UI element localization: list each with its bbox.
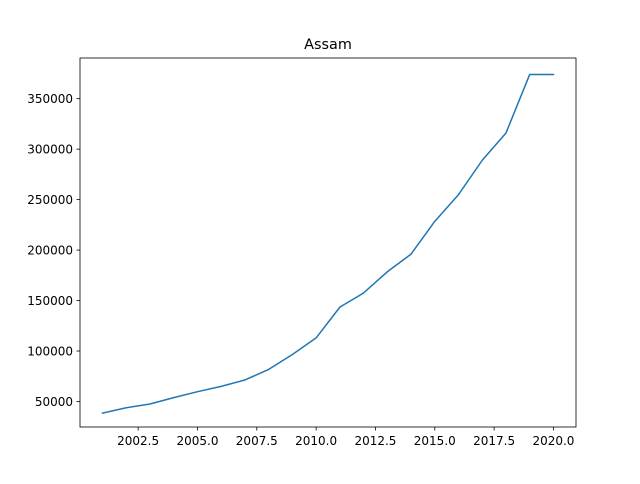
chart-title: Assam <box>304 37 352 53</box>
x-tick-label: 2017.5 <box>473 434 515 448</box>
y-tick-label: 50000 <box>35 395 73 409</box>
plot-area: 2002.5 2005.0 2007.5 2010.0 2012.5 2015.0 2017… <box>27 57 577 448</box>
x-tick-label: 2012.5 <box>354 434 396 448</box>
y-tick-label: 150000 <box>27 294 73 308</box>
x-tick-label: 2005.0 <box>176 434 218 448</box>
y-tick-label: 350000 <box>27 92 73 106</box>
x-tick-label: 2020.0 <box>532 434 574 448</box>
x-tick-label: 2002.5 <box>117 434 159 448</box>
x-tick-label: 2010.0 <box>295 434 337 448</box>
series-line-0 <box>101 73 555 414</box>
y-tick-label: 300000 <box>27 143 73 157</box>
axes-frame <box>79 57 577 428</box>
y-tick-label: 250000 <box>27 193 73 207</box>
y-tick-label: 100000 <box>27 345 73 359</box>
x-tick-label: 2015.0 <box>414 434 456 448</box>
x-tick-label: 2007.5 <box>236 434 278 448</box>
y-tick-label: 200000 <box>27 244 73 258</box>
